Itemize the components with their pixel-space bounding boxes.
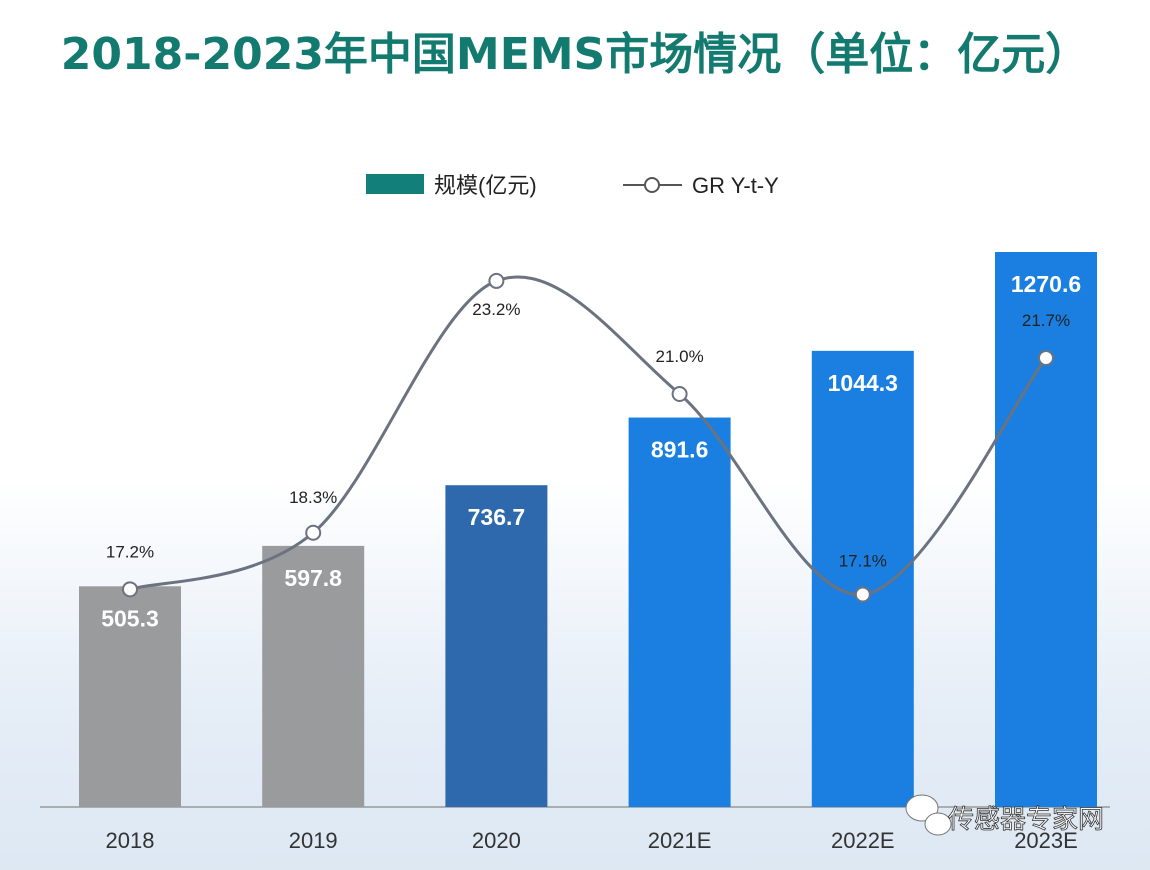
legend-line-marker	[644, 177, 660, 193]
bar-2023E	[995, 252, 1097, 807]
growth-value-label: 17.2%	[106, 542, 154, 561]
legend-bar-label: 规模(亿元)	[434, 173, 537, 198]
x-tick-label: 2021E	[648, 828, 712, 853]
bar-value-label: 891.6	[651, 437, 709, 463]
bar-2020	[445, 485, 548, 807]
x-tick-label: 2019	[289, 828, 338, 853]
bar-2022E	[811, 350, 914, 807]
legend-bar-swatch	[366, 174, 424, 194]
growth-point	[305, 524, 322, 541]
chart-title: 2018-2023年中国MEMS市场情况（单位：亿元）	[60, 29, 1090, 80]
growth-point	[122, 581, 138, 598]
bar-value-label: 736.7	[468, 504, 526, 530]
x-tick-label: 2018	[106, 828, 155, 853]
bar-2019	[262, 545, 365, 807]
x-tick-label: 2020	[472, 828, 521, 853]
growth-value-label: 23.2%	[472, 300, 520, 319]
watermark-text: 传感器专家网	[948, 805, 1104, 835]
bar-value-label: 505.3	[101, 605, 159, 631]
bar-value-label: 1270.6	[1011, 271, 1081, 297]
legend: 规模(亿元) GR Y-t-Y	[366, 173, 779, 198]
growth-value-label: 21.7%	[1022, 311, 1070, 330]
legend-line-label: GR Y-t-Y	[692, 173, 779, 198]
wechat-icon	[905, 794, 939, 822]
growth-value-label: 18.3%	[289, 488, 337, 507]
growth-point	[854, 586, 871, 603]
growth-point	[671, 386, 688, 402]
bar-value-label: 1044.3	[828, 370, 898, 396]
x-tick-label: 2022E	[831, 828, 895, 853]
growth-point	[488, 272, 505, 289]
growth-value-label: 21.0%	[655, 347, 703, 366]
bar-2018	[79, 586, 181, 807]
growth-value-label: 17.1%	[839, 551, 887, 570]
watermark: 传感器专家网	[905, 794, 1104, 836]
x-tick-label: 2023E	[1014, 828, 1078, 853]
bar-value-label: 597.8	[284, 565, 342, 591]
growth-point	[1038, 350, 1054, 367]
bar-2021E	[628, 417, 731, 807]
